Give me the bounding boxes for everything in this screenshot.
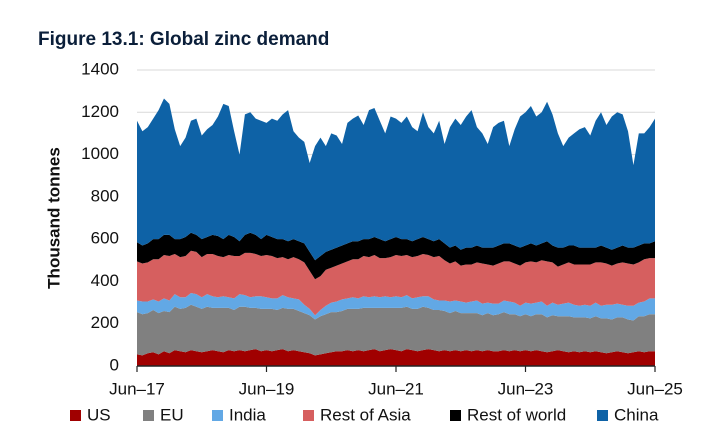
y-tick-label: 1200 [81,102,119,121]
x-tick-label: Jun–21 [368,379,424,398]
x-tick-label: Jun–17 [109,379,165,398]
x-tick-label: Jun–25 [627,379,683,398]
legend-swatch [450,410,461,421]
area [137,232,655,280]
area [137,304,655,356]
legend-swatch [70,410,81,421]
legend-swatch [597,410,608,421]
y-tick-label: 200 [91,313,119,332]
x-tick-label: Jun–19 [239,379,295,398]
chart-title: Figure 13.1: Global zinc demand [38,29,329,50]
legend-swatch [212,410,223,421]
area [137,98,655,261]
y-tick-label: 800 [91,186,119,205]
area [137,250,655,316]
legend-swatch [143,410,154,421]
y-tick-label: 400 [91,271,119,290]
legend-label: Rest of Asia [320,405,411,424]
y-axis-label: Thousand tonnes [44,147,63,289]
area [137,293,655,321]
area [137,349,655,366]
x-tick-label: Jun–23 [498,379,554,398]
legend-label: US [87,405,111,424]
legend-label: Rest of world [467,405,566,424]
legend-label: India [229,405,266,424]
y-tick-label: 0 [110,355,119,374]
y-tick-label: 1400 [81,59,119,78]
y-tick-label: 1000 [81,144,119,163]
y-tick-label: 600 [91,229,119,248]
legend-label: EU [160,405,184,424]
legend-label: China [614,405,659,424]
legend-swatch [303,410,314,421]
